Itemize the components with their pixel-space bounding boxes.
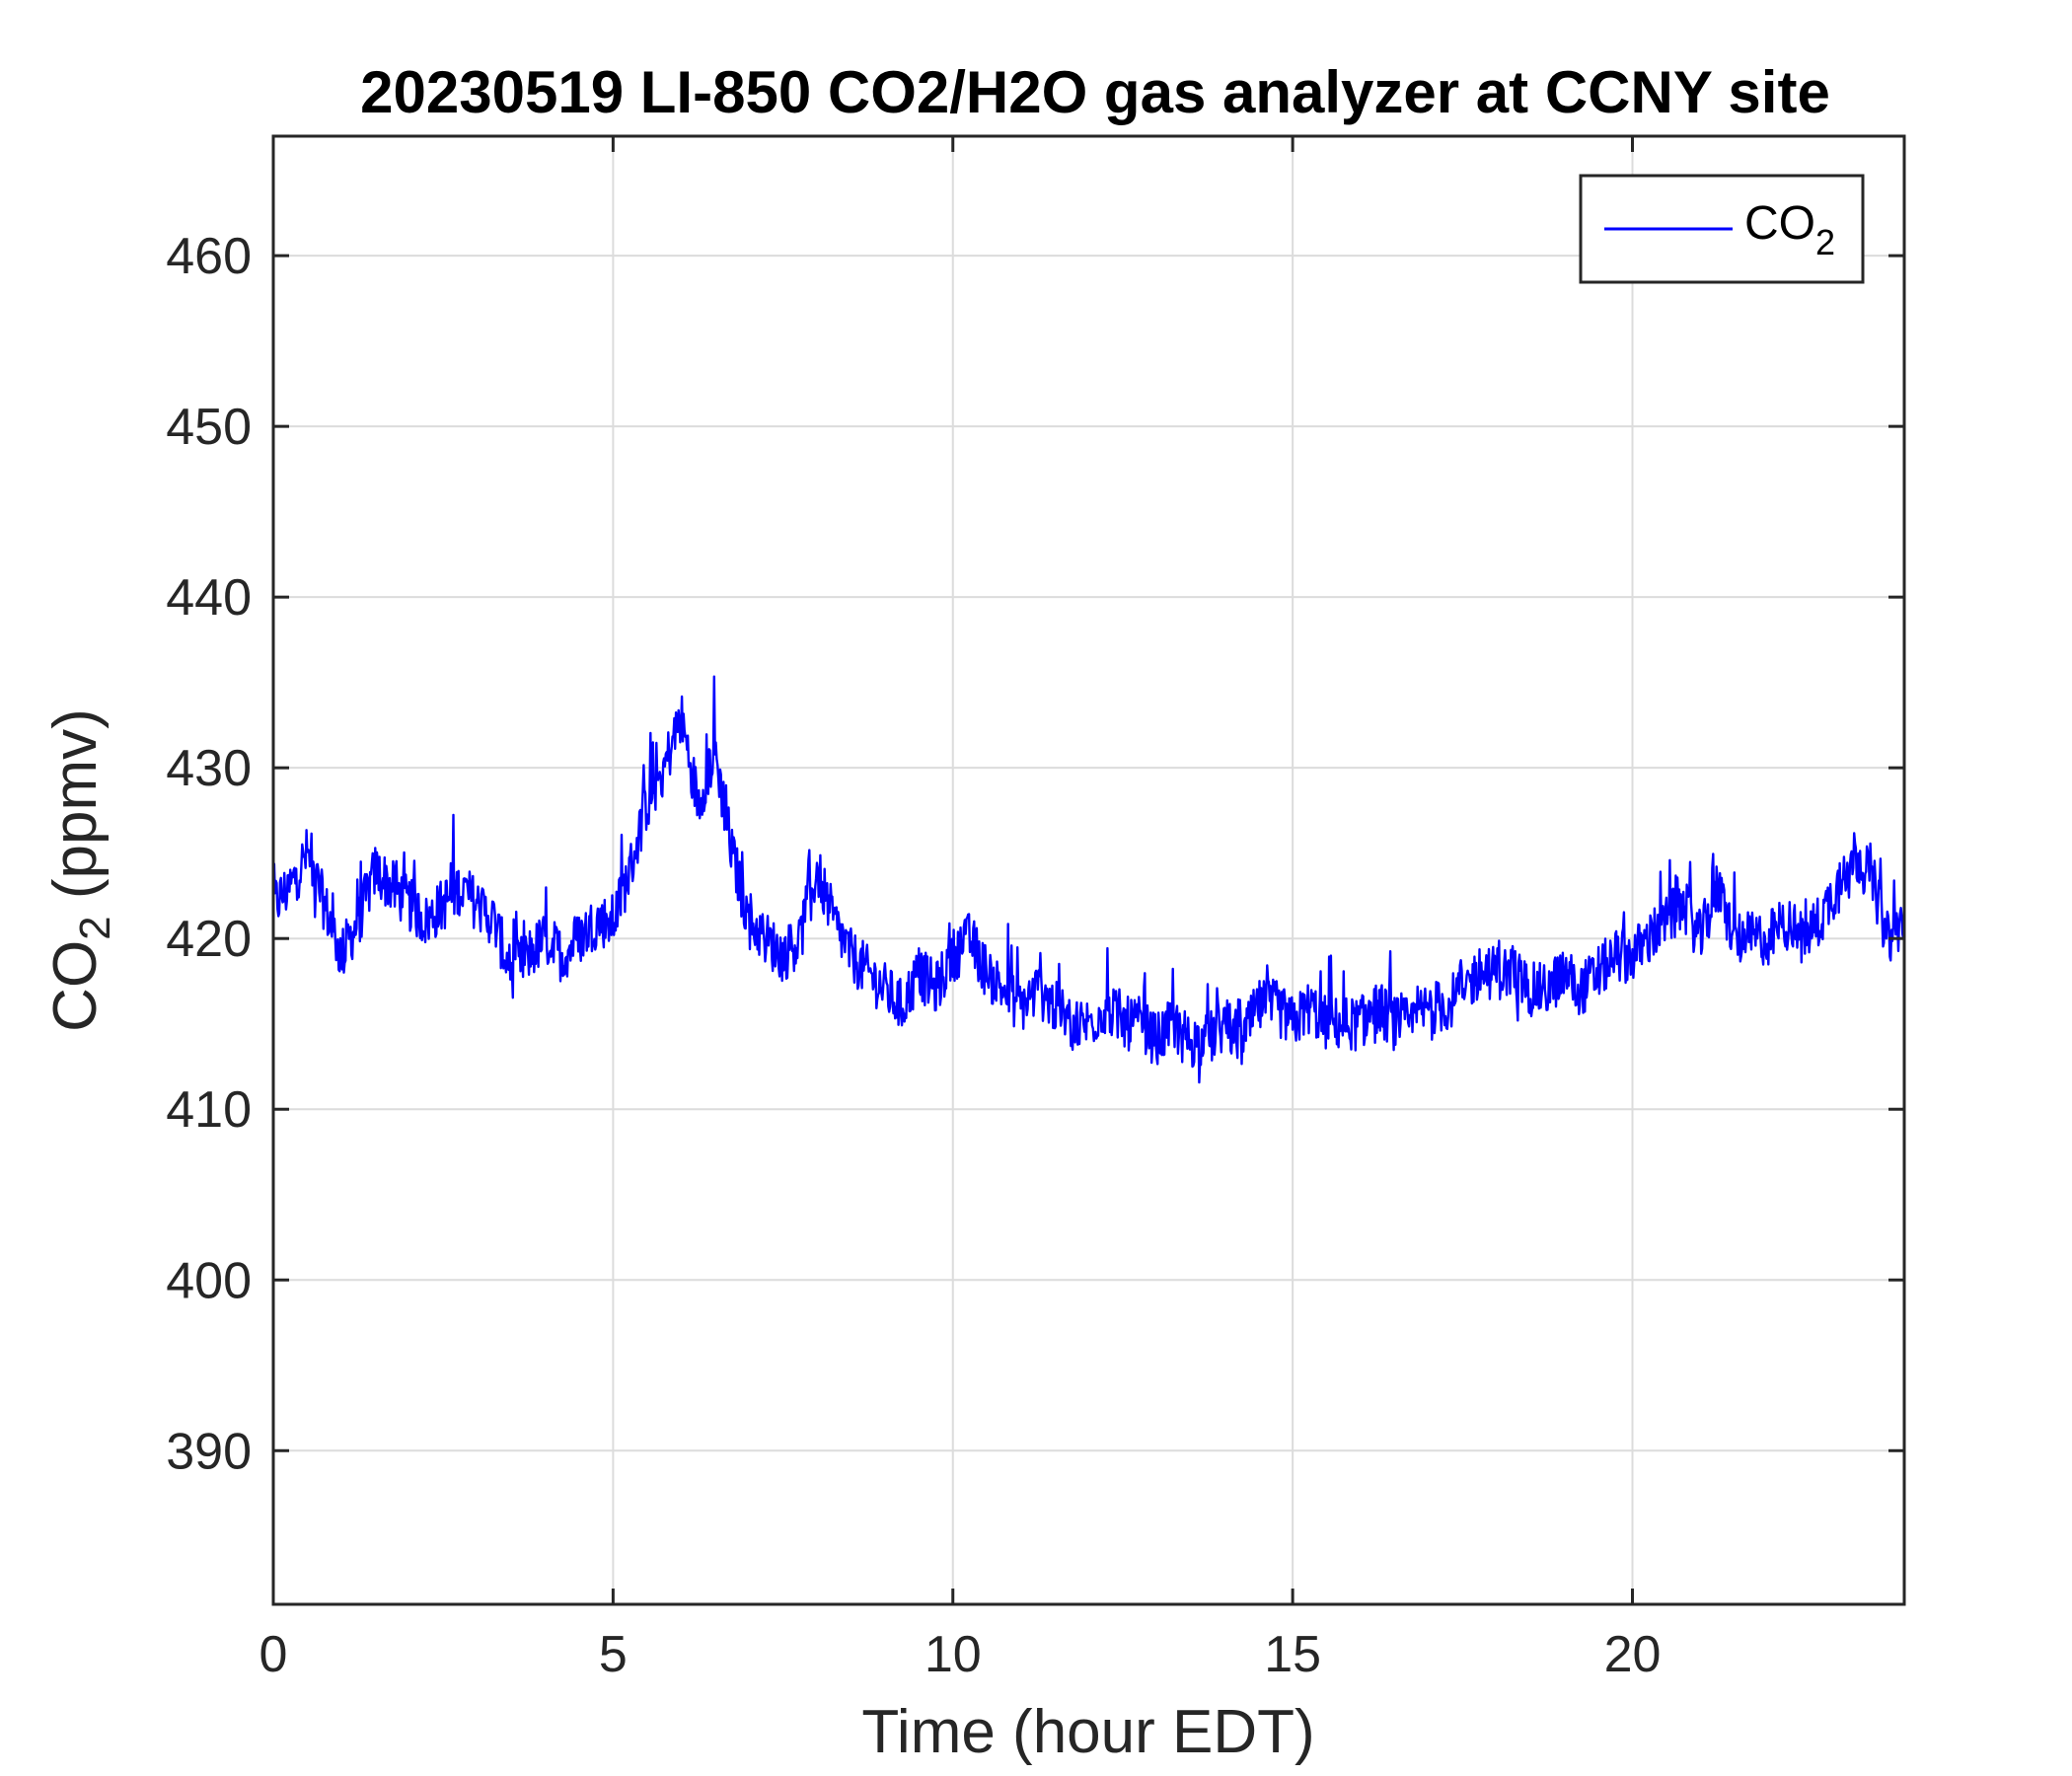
grid-lines bbox=[272, 136, 1904, 1604]
x-tick-label: 0 bbox=[259, 1626, 288, 1683]
y-tick-label: 460 bbox=[166, 228, 252, 285]
x-tick-label: 15 bbox=[1264, 1626, 1321, 1683]
y-axis-label-main: CO bbox=[41, 940, 110, 1032]
legend-entry-co2: CO2 bbox=[1744, 197, 1835, 262]
chart-title: 20230519 LI-850 CO2/H2O gas analyzer at … bbox=[360, 59, 1830, 125]
y-tick-label: 420 bbox=[166, 911, 252, 968]
y-tick-label: 390 bbox=[166, 1423, 252, 1480]
legend-entry-main: CO bbox=[1744, 197, 1815, 250]
y-tick-label: 450 bbox=[166, 399, 252, 456]
x-tick-label: 10 bbox=[925, 1626, 982, 1683]
x-axis-label: Time (hour EDT) bbox=[861, 1698, 1314, 1766]
x-tick-label: 20 bbox=[1604, 1626, 1662, 1683]
y-axis-label-subscript: 2 bbox=[71, 916, 119, 939]
x-tick-label: 5 bbox=[599, 1626, 628, 1683]
series-line-co2 bbox=[271, 675, 1906, 1084]
y-tick-label: 440 bbox=[166, 569, 252, 627]
legend: CO2 bbox=[1579, 174, 1865, 284]
y-axis-label: CO2 (ppmv) bbox=[41, 708, 119, 1032]
y-tick-label: 400 bbox=[166, 1252, 252, 1309]
axes-box bbox=[271, 134, 1906, 1606]
axis-ticks: 0 5 10 15 20 390 400 410 420 430 440 450 460 bbox=[166, 136, 1904, 1683]
legend-entry-subscript: 2 bbox=[1815, 222, 1835, 262]
series-layer bbox=[271, 675, 1906, 1084]
y-tick-label: 410 bbox=[166, 1081, 252, 1139]
y-axis-label-unit: (ppmv) bbox=[41, 708, 110, 916]
y-tick-label: 430 bbox=[166, 740, 252, 797]
